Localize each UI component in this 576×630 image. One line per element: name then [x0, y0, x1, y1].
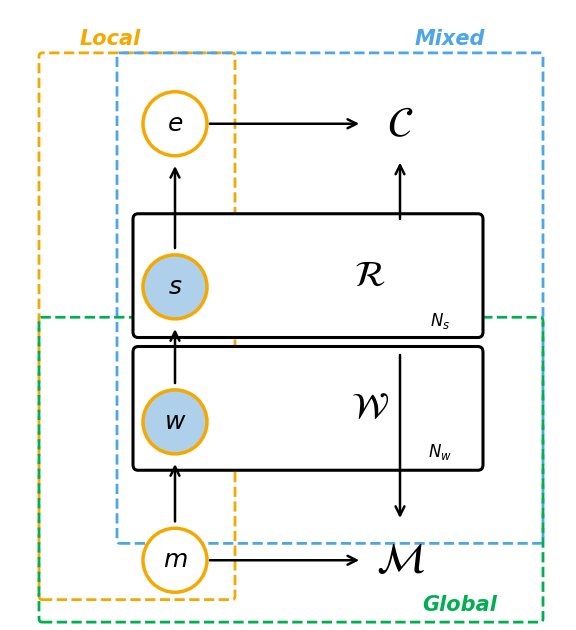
Text: $w$: $w$: [164, 410, 186, 434]
Text: $\mathcal{C}$: $\mathcal{C}$: [387, 103, 413, 145]
Text: $s$: $s$: [168, 275, 182, 299]
Text: $\mathcal{R}$: $\mathcal{R}$: [354, 259, 386, 292]
FancyBboxPatch shape: [133, 214, 483, 338]
Ellipse shape: [143, 528, 207, 592]
Ellipse shape: [143, 92, 207, 156]
Text: Mixed: Mixed: [415, 30, 485, 49]
Text: $\mathcal{W}$: $\mathcal{W}$: [351, 391, 389, 425]
Ellipse shape: [143, 390, 207, 454]
Ellipse shape: [143, 255, 207, 319]
Text: $m$: $m$: [162, 548, 187, 572]
Text: $N_w$: $N_w$: [428, 442, 452, 462]
Text: $e$: $e$: [167, 112, 183, 135]
Text: $N_s$: $N_s$: [430, 311, 450, 331]
Text: $\mathcal{M}$: $\mathcal{M}$: [376, 539, 425, 581]
FancyBboxPatch shape: [133, 346, 483, 470]
Text: Global: Global: [423, 595, 498, 616]
Text: Local: Local: [79, 30, 141, 49]
